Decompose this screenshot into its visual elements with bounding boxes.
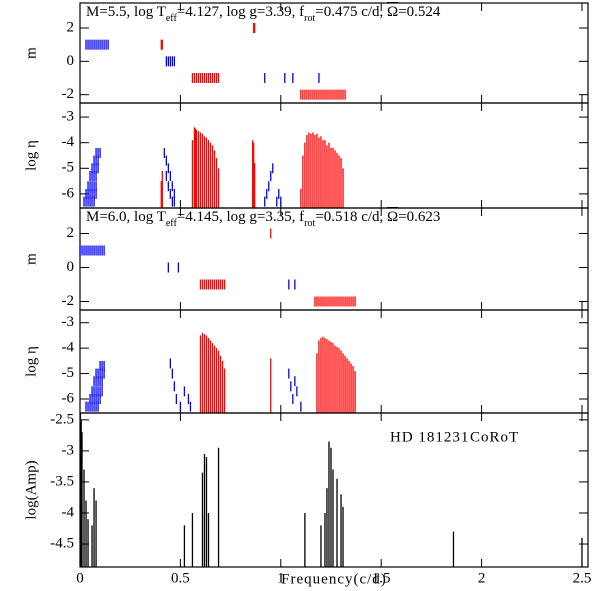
x-tick-label: 2.5 bbox=[573, 570, 592, 586]
annotation-part: M=5.5, log T bbox=[86, 4, 166, 20]
y-tick-label: -3 bbox=[62, 442, 75, 458]
y-tick-label: -5 bbox=[62, 160, 75, 176]
y-tick-label: -4.5 bbox=[50, 535, 74, 551]
y-tick-label: -3.5 bbox=[50, 473, 74, 489]
y-tick-label: 0 bbox=[67, 53, 75, 69]
annotation-part: eff bbox=[166, 13, 178, 24]
panel-annotation: M=5.5, log Teff=4.127, log g=3.39, frot=… bbox=[86, 4, 441, 23]
annotation-part: =4.127, log g=3.39, f bbox=[177, 4, 304, 20]
panel: -6 -5 -4 -3 log η bbox=[23, 309, 589, 414]
y-tick-label: -2 bbox=[62, 293, 75, 309]
annotation-part: =0.524 bbox=[398, 4, 441, 20]
y-tick-label: -6 bbox=[62, 185, 75, 201]
x-tick-label: 1.5 bbox=[372, 570, 391, 586]
y-tick-label: 2 bbox=[67, 225, 75, 241]
panel: 0 0.5 1 1.5 2 2.5 -4.5 -4 -3.5 -3 -2.5 log(Amp) Freq… bbox=[23, 411, 591, 587]
annotation-part: =4.145, log g=3.35, f bbox=[177, 209, 304, 225]
annotation-part: rot bbox=[304, 13, 315, 24]
x-tick-label: 2 bbox=[478, 570, 486, 586]
y-tick-label: -5 bbox=[62, 365, 75, 381]
y-tick-label: -4 bbox=[62, 340, 75, 356]
y-tick-label: -3 bbox=[62, 109, 75, 125]
y-axis-label: m bbox=[23, 253, 39, 265]
x-axis-label: Frequency(c/d) bbox=[281, 571, 387, 587]
y-tick-label: 0 bbox=[67, 259, 75, 275]
annotation-part: M=6.0, log T bbox=[86, 209, 166, 225]
annotation: CoRoT bbox=[470, 429, 519, 445]
panel: -2 0 2 m M=5.5, log Teff=4.127, log g=3.39, … bbox=[23, 2, 589, 104]
x-tick-label: 1 bbox=[277, 570, 285, 586]
y-tick-label: -2.5 bbox=[50, 411, 74, 427]
annotation-part: Ω bbox=[387, 4, 398, 20]
y-tick-label: -4 bbox=[62, 134, 75, 150]
plot-frame bbox=[79, 309, 589, 414]
panel: -2 0 2 m M=6.0, log Teff=4.145, log g=3.35, … bbox=[23, 207, 589, 311]
plot-frame bbox=[79, 102, 589, 209]
y-axis-label: log(Amp) bbox=[23, 460, 39, 519]
y-tick-label: -3 bbox=[62, 314, 75, 330]
annotation: HD 181231 bbox=[390, 429, 469, 445]
y-tick-label: 2 bbox=[67, 19, 75, 35]
y-axis-label: log η bbox=[23, 346, 39, 377]
annotation-part: rot bbox=[304, 218, 315, 229]
x-tick-label: 0 bbox=[76, 570, 84, 586]
y-tick-label: -4 bbox=[62, 504, 75, 520]
annotation-part: =0.518 c/d, bbox=[315, 209, 387, 225]
panel-annotation: M=6.0, log Teff=4.145, log g=3.35, frot=… bbox=[86, 209, 440, 228]
annotation-part: eff bbox=[166, 218, 178, 229]
y-axis-label: log η bbox=[23, 140, 39, 171]
y-tick-label: -2 bbox=[62, 86, 75, 102]
x-tick-label: 0.5 bbox=[171, 570, 190, 586]
panel: -6 -5 -4 -3 log η bbox=[23, 102, 589, 209]
annotation-part: Ω bbox=[387, 209, 398, 225]
annotation-part: =0.475 c/d, bbox=[315, 4, 387, 20]
y-axis-label: m bbox=[23, 47, 39, 59]
annotation-part: =0.623 bbox=[398, 209, 440, 225]
y-tick-label: -6 bbox=[62, 390, 75, 406]
